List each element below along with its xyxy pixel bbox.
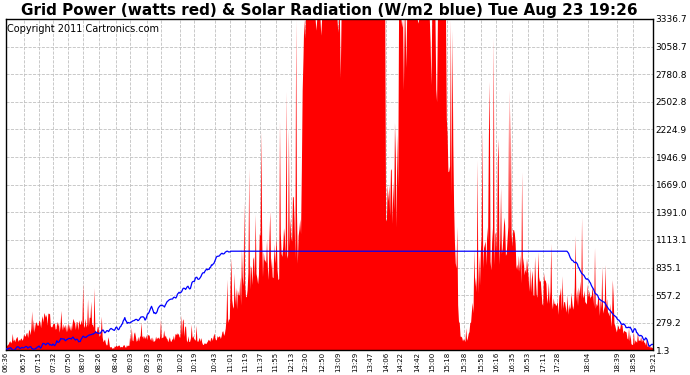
Text: Copyright 2011 Cartronics.com: Copyright 2011 Cartronics.com: [7, 24, 159, 34]
Title: Grid Power (watts red) & Solar Radiation (W/m2 blue) Tue Aug 23 19:26: Grid Power (watts red) & Solar Radiation…: [21, 3, 638, 18]
